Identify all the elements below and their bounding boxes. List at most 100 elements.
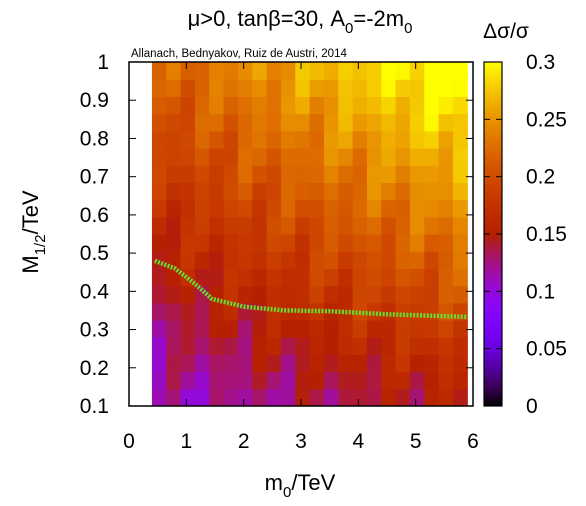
heatmap-cell (438, 388, 454, 406)
heatmap-cell (438, 96, 454, 115)
heatmap-cell (166, 354, 182, 373)
heatmap-cell (381, 251, 397, 269)
heatmap-cell (280, 388, 296, 406)
heatmap-cell (381, 96, 397, 115)
heatmap-cell (424, 62, 440, 80)
heatmap-cell (352, 199, 368, 218)
heatmap-cell (295, 79, 311, 97)
x-tick-label: 5 (410, 430, 422, 453)
heatmap-cell (366, 79, 382, 97)
heatmap-cell (295, 216, 311, 235)
heatmap-cell (194, 337, 210, 355)
heatmap-cell (409, 251, 425, 269)
heatmap-cell (366, 268, 382, 287)
heatmap-cell (266, 251, 282, 269)
heatmap-cell (223, 268, 239, 287)
heatmap-cell (180, 182, 196, 201)
heatmap-cell (223, 388, 239, 406)
heatmap-cell (366, 96, 382, 115)
heatmap-cell (237, 388, 253, 406)
heatmap-cell (395, 216, 411, 235)
heatmap-cell (266, 113, 282, 132)
heatmap-cell (266, 354, 282, 373)
heatmap-cell (280, 216, 296, 235)
heatmap-cell (209, 268, 225, 287)
heatmap-cell (395, 79, 411, 97)
heatmap-cell (237, 148, 253, 166)
heatmap-cell (309, 79, 325, 97)
x-tick-label: 0 (123, 430, 135, 453)
heatmap-cell (223, 130, 239, 149)
heatmap-cell (395, 234, 411, 252)
heatmap-cell (323, 62, 339, 80)
heatmap-cell (409, 130, 425, 149)
heatmap-cell (366, 388, 382, 406)
heatmap-cell (223, 62, 239, 80)
heatmap-cell (280, 234, 296, 252)
heatmap-cell (438, 148, 454, 166)
heatmap-cell (180, 148, 196, 166)
colorbar-label: Δσ/σ (483, 20, 529, 43)
heatmap-cell (166, 371, 182, 390)
heatmap-cell (366, 62, 382, 80)
heatmap-cell (452, 182, 468, 201)
heatmap-cell (438, 354, 454, 373)
heatmap-cell (438, 62, 454, 80)
heatmap-cell (209, 148, 225, 166)
heatmap-cell (323, 234, 339, 252)
heatmap-cell (194, 216, 210, 235)
heatmap-cell (252, 148, 268, 166)
heatmap-cell (395, 388, 411, 406)
heatmap-cell (209, 216, 225, 235)
heatmap-cell (323, 302, 339, 321)
author-annotation: Allanach, Bednyakov, Ruiz de Austri, 201… (131, 48, 347, 60)
heatmap-cell (151, 182, 167, 201)
heatmap-cell (166, 79, 182, 97)
heatmap-cell (366, 130, 382, 149)
heatmap-cell (409, 79, 425, 97)
heatmap-cell (280, 371, 296, 390)
colorbar-ticks: 0 0.05 0.1 0.15 0.2 0.25 0.3 (484, 51, 567, 418)
heatmap-cell (381, 148, 397, 166)
heatmap-cell (280, 62, 296, 80)
heatmap-cell (352, 96, 368, 115)
heatmap-cell (309, 251, 325, 269)
heatmap-cell (309, 130, 325, 149)
heatmap-cell (338, 234, 354, 252)
heatmap-cell (280, 165, 296, 183)
heatmap-cell (366, 165, 382, 183)
heatmap-cell (438, 234, 454, 252)
heatmap-cell (438, 268, 454, 287)
heatmap-cell (352, 251, 368, 269)
heatmap-cell (166, 199, 182, 218)
heatmap-cell (338, 165, 354, 183)
heatmap-cell (366, 216, 382, 235)
heatmap-cell (338, 62, 354, 80)
heatmap-cell (209, 113, 225, 132)
heatmap-cell (366, 251, 382, 269)
heatmap-cell (409, 216, 425, 235)
heatmap-cell (194, 199, 210, 218)
heatmap-cell (237, 216, 253, 235)
heatmap-cell (209, 96, 225, 115)
heatmap-cell (381, 62, 397, 80)
heatmap-cell (266, 268, 282, 287)
heatmap-cell (295, 337, 311, 355)
colorbar-tick-label: 0.25 (526, 108, 567, 131)
heatmap-cell (395, 371, 411, 390)
heatmap-cell (252, 96, 268, 115)
heatmap-cell (237, 130, 253, 149)
heatmap-cell (409, 148, 425, 166)
heatmap-cell (381, 216, 397, 235)
heatmap-cell (237, 337, 253, 355)
heatmap-cell (151, 302, 167, 321)
heatmap-cell (266, 388, 282, 406)
heatmap-cell (309, 337, 325, 355)
y-axis-label: M1/2/TeV (18, 190, 49, 274)
heatmap-cell (280, 337, 296, 355)
heatmap-cell (452, 165, 468, 183)
heatmap-cell (424, 320, 440, 338)
heatmap-cell (409, 320, 425, 338)
heatmap-cell (151, 268, 167, 287)
heatmap-cell (280, 182, 296, 201)
